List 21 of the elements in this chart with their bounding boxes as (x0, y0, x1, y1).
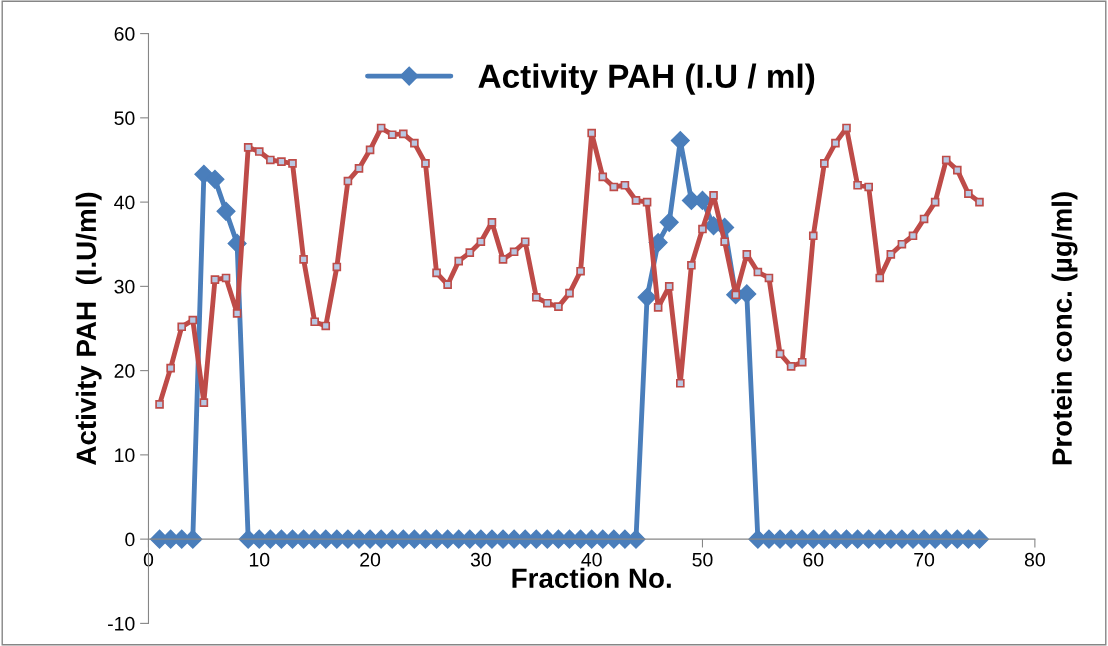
y-tick-label: 20 (114, 364, 135, 378)
y-tick-label: 10 (115, 448, 135, 463)
x-tick-label: 70 (914, 552, 935, 567)
y-tick-label: 0 (125, 532, 135, 547)
legend-label: Activity PAH (I.U / ml) (478, 63, 815, 95)
x-tick-label: 60 (803, 552, 824, 567)
y-tick-label: 50 (114, 111, 135, 126)
x-tick-label: 20 (360, 552, 381, 567)
y-tick-label: 30 (114, 279, 135, 294)
x-tick-label: 10 (249, 552, 270, 567)
y-tick-label: 40 (114, 195, 135, 210)
y-tick-label: -10 (108, 616, 135, 631)
x-tick-label: 80 (1024, 552, 1045, 567)
x-axis-title: Fraction No. (512, 567, 671, 589)
x-tick-label: 40 (581, 552, 602, 567)
y2-axis-title: Protein conc. (µg/ml) (1051, 192, 1078, 465)
y-axis-title: Activity PAH (I.U/ml) (75, 192, 102, 465)
x-tick-label: 0 (143, 552, 154, 567)
x-tick-label: 50 (692, 552, 713, 567)
y-tick-label: 60 (114, 27, 135, 41)
x-tick-label: 30 (470, 552, 491, 567)
